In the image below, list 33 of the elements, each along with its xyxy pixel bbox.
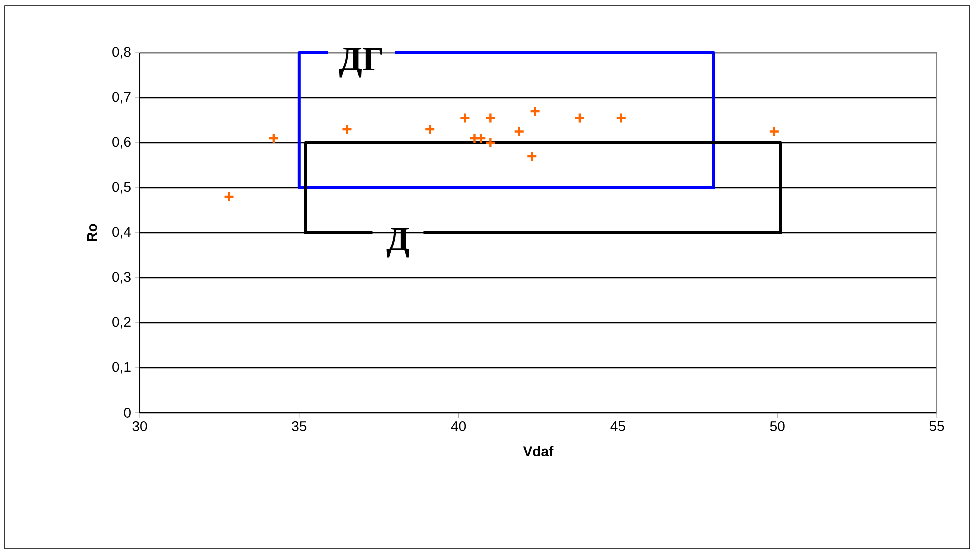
series-label: ДГ: [339, 48, 382, 78]
point: [476, 132, 487, 144]
y-tick-label: 0,5: [112, 182, 131, 194]
point: [526, 150, 538, 162]
point: [268, 132, 280, 144]
point: [224, 191, 235, 203]
x-tick-label: 55: [930, 422, 944, 432]
point: [574, 112, 586, 124]
point: [424, 124, 436, 136]
point: [616, 112, 627, 124]
y-tick-label: 0: [124, 408, 131, 418]
y-tick-label: 0,4: [112, 227, 132, 239]
point: [342, 124, 353, 136]
x-tick-label: 40: [451, 422, 466, 432]
y-tick-label: 0,8: [112, 47, 131, 59]
y-tick-label: 0,6: [112, 137, 131, 149]
point: [530, 106, 541, 118]
x-tick-label: 45: [610, 422, 626, 432]
x-tick-label: 35: [292, 422, 307, 432]
point: [485, 112, 496, 124]
y-tick-label: 0,1: [112, 362, 131, 374]
x-axis-title: Vdaf: [523, 446, 554, 457]
series-label: Д: [386, 228, 410, 258]
x-tick-label: 30: [132, 422, 148, 432]
point: [460, 112, 471, 124]
y-tick-label: 0,3: [112, 272, 131, 284]
y-tick-label: 0,2: [112, 317, 131, 329]
point: [485, 137, 496, 149]
point: [768, 126, 780, 138]
x-tick-label: 50: [770, 422, 785, 432]
y-axis-title: Ro: [87, 224, 98, 242]
point: [514, 126, 525, 138]
y-tick-label: 0,7: [112, 92, 131, 104]
